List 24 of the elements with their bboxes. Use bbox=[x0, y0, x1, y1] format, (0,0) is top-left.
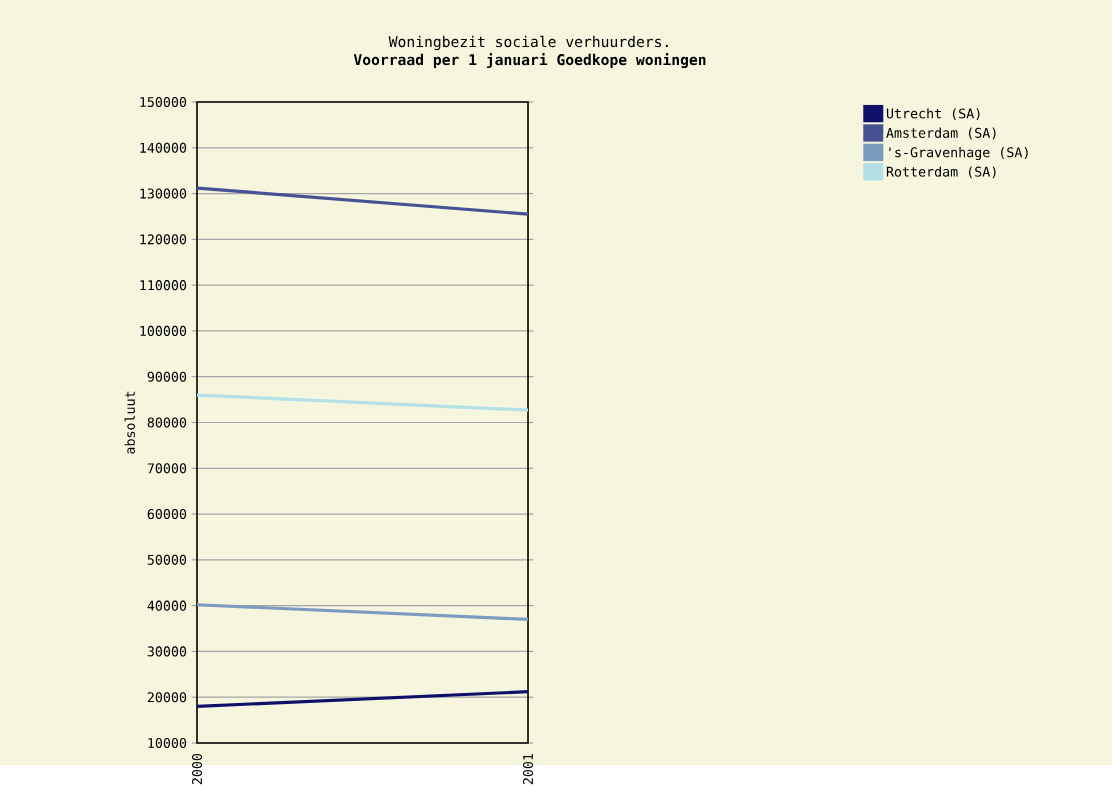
y-tick-label: 130000 bbox=[140, 188, 187, 199]
y-tick-label: 40000 bbox=[147, 600, 187, 611]
y-tick-label: 50000 bbox=[147, 555, 187, 566]
y-tick-label: 80000 bbox=[147, 417, 187, 428]
y-tick-label: 150000 bbox=[140, 97, 187, 108]
y-tick-label: 70000 bbox=[147, 463, 187, 474]
legend-label: Amsterdam (SA) bbox=[886, 127, 996, 140]
y-tick-label: 60000 bbox=[147, 509, 187, 520]
y-axis-title: absoluut bbox=[124, 391, 135, 454]
legend-label: 's-Gravenhage (SA) bbox=[889, 147, 1028, 161]
legend-label: Rotterdam (SA) bbox=[886, 166, 996, 179]
chart-subtitle: Voorraad per 1 januari Goedkope woningen bbox=[353, 53, 706, 69]
y-tick-label: 120000 bbox=[140, 234, 187, 245]
chart-title: Woningbezit sociale verhuurders. bbox=[388, 35, 668, 51]
y-tick-label: 110000 bbox=[140, 280, 187, 291]
legend-label: Utrecht (SA) bbox=[886, 108, 980, 121]
y-tick-label: 30000 bbox=[147, 646, 187, 657]
x-tick-label: 2001 bbox=[522, 754, 534, 785]
y-tick-label: 90000 bbox=[147, 371, 187, 382]
y-tick-label: 100000 bbox=[140, 326, 187, 337]
y-tick-label: 140000 bbox=[140, 142, 187, 154]
y-tick-label: 10000 bbox=[148, 738, 187, 749]
y-tick-label: 20000 bbox=[147, 692, 187, 703]
x-tick-label: 2000 bbox=[191, 754, 203, 785]
